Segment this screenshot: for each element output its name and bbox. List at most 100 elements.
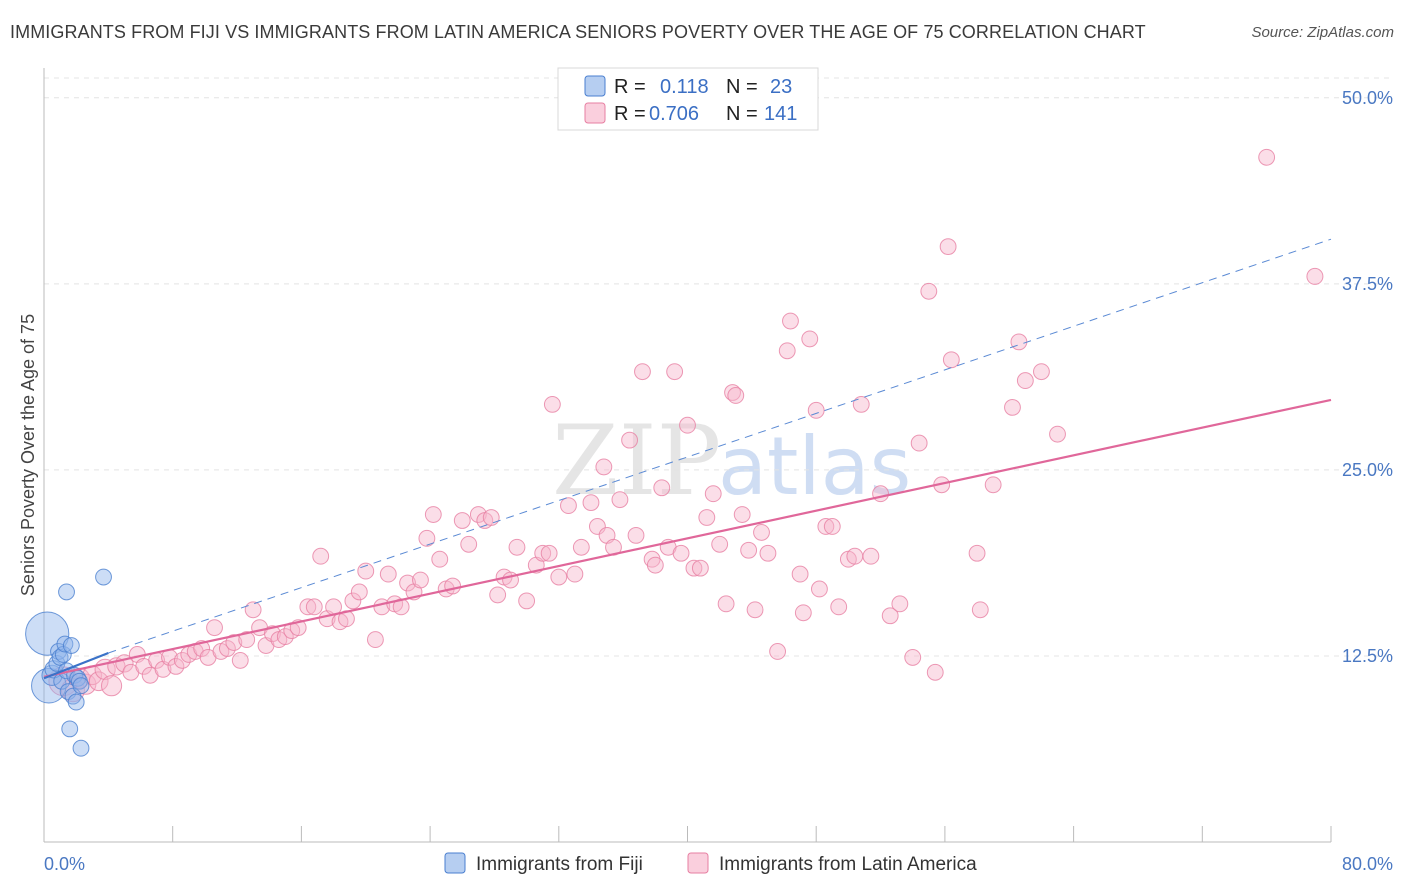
latin-america-point-28 xyxy=(238,631,256,648)
latin-america-point-99 xyxy=(717,595,735,613)
latin-america-point-61 xyxy=(460,535,478,553)
latin-america-point-60 xyxy=(453,512,471,529)
trend-lines xyxy=(43,238,1332,680)
latin-america-point-95 xyxy=(691,559,709,577)
latin-america-point-47 xyxy=(366,631,384,648)
latin-america-point-120 xyxy=(852,395,870,413)
y-tick-label-0: 12.5% xyxy=(1342,646,1393,666)
latin-america-point-85 xyxy=(627,526,645,544)
latin-america-point-39 xyxy=(312,547,330,565)
fiji-point-21 xyxy=(72,739,90,757)
latin-america-point-122 xyxy=(872,485,889,503)
latin-america-point-17 xyxy=(167,657,185,675)
y-tick-label-2: 37.5% xyxy=(1342,274,1393,294)
latin-america-point-106 xyxy=(759,544,777,562)
y-tick-label-3: 50.0% xyxy=(1342,88,1393,108)
latin-america-point-110 xyxy=(791,565,809,583)
latin-america-point-114 xyxy=(810,580,828,598)
latin-america-point-127 xyxy=(920,282,938,300)
latin-america-point-100 xyxy=(724,384,741,401)
latin-america-point-32 xyxy=(264,625,281,643)
latin-america-point-125 xyxy=(904,649,922,666)
latin-america-point-93 xyxy=(679,416,696,434)
dashed-trend-line xyxy=(108,238,1332,654)
latin-america-point-73 xyxy=(543,395,561,413)
latin-america-trend-line xyxy=(43,398,1332,678)
latin-america-point-116 xyxy=(823,518,841,535)
latin-america-point-29 xyxy=(244,601,262,619)
fiji-points xyxy=(25,568,112,757)
latin-america-point-139 xyxy=(1049,425,1066,443)
latin-america-point-121 xyxy=(862,547,880,565)
chart-source: Source: ZipAtlas.com xyxy=(1251,24,1394,41)
legend-latin-n-label: N = xyxy=(726,103,758,125)
fiji-point-16 xyxy=(67,693,85,711)
bottom-legend: Immigrants from Fiji Immigrants from Lat… xyxy=(444,852,977,875)
latin-america-point-59 xyxy=(444,577,462,595)
latin-america-point-86 xyxy=(634,363,651,381)
fiji-point-9 xyxy=(56,635,74,653)
grid xyxy=(44,77,1392,657)
y-axis-label: Seniors Poverty Over the Age of 75 xyxy=(18,314,38,596)
latin-america-point-27 xyxy=(231,651,249,669)
latin-america-point-124 xyxy=(891,595,909,613)
latin-america-point-119 xyxy=(846,547,864,565)
bottom-legend-swatch-fiji xyxy=(444,852,466,874)
latin-america-point-1 xyxy=(60,678,85,703)
latin-america-point-130 xyxy=(939,238,957,256)
latin-america-point-56 xyxy=(424,506,442,523)
fiji-point-19 xyxy=(72,677,90,695)
latin-america-point-113 xyxy=(807,401,825,419)
legend-latin-r-value: 0.706 xyxy=(649,103,699,125)
chart-title: IMMIGRANTS FROM FIJI VS IMMIGRANTS FROM … xyxy=(10,22,1146,42)
latin-america-point-105 xyxy=(753,523,770,541)
watermark-zip: ZIP xyxy=(552,405,721,517)
latin-america-point-140 xyxy=(1258,148,1276,166)
fiji-point-22 xyxy=(95,568,112,586)
latin-america-point-76 xyxy=(566,565,584,583)
legend-latin-r-label: R = xyxy=(614,103,646,125)
latin-america-point-64 xyxy=(482,509,500,526)
latin-america-point-102 xyxy=(733,506,751,523)
latin-america-point-91 xyxy=(666,363,684,381)
legend-swatch-latin xyxy=(584,102,606,124)
latin-america-point-68 xyxy=(508,538,526,556)
legend-swatch-fiji xyxy=(584,75,606,97)
latin-america-point-135 xyxy=(1004,398,1021,416)
latin-america-point-92 xyxy=(672,544,690,562)
latin-america-point-98 xyxy=(711,535,729,553)
latin-america-point-111 xyxy=(794,604,812,622)
latin-america-point-69 xyxy=(518,592,536,610)
latin-america-point-123 xyxy=(881,607,899,625)
legend-latin-n-value: 141 xyxy=(764,103,797,125)
x-tick-label-min: 0.0% xyxy=(44,854,85,874)
latin-america-point-37 xyxy=(299,598,317,616)
latin-america-point-115 xyxy=(817,518,835,535)
fiji-trend-line xyxy=(43,651,109,680)
latin-america-point-26 xyxy=(225,634,243,651)
legend: R = 0.118 N = 23 R = 0.706 N = 141 xyxy=(557,67,819,131)
fiji-point-20 xyxy=(58,583,75,601)
latin-america-point-65 xyxy=(489,586,507,604)
latin-america-point-45 xyxy=(350,583,368,601)
latin-america-point-18 xyxy=(173,651,191,669)
bottom-legend-label-latin: Immigrants from Latin America xyxy=(719,854,977,875)
y-tick-label-1: 25.0% xyxy=(1342,460,1393,480)
latin-america-point-5 xyxy=(88,671,109,692)
legend-fiji-r-value: 0.118 xyxy=(660,76,709,98)
latin-america-point-38 xyxy=(305,598,323,616)
latin-america-point-132 xyxy=(968,544,986,562)
latin-america-point-49 xyxy=(379,565,397,583)
x-tick-label-max: 80.0% xyxy=(1342,854,1393,874)
latin-america-point-104 xyxy=(746,601,764,619)
latin-america-point-112 xyxy=(801,330,819,348)
latin-america-point-138 xyxy=(1033,363,1050,381)
latin-america-point-44 xyxy=(344,592,362,610)
latin-america-point-80 xyxy=(595,458,613,476)
latin-america-point-94 xyxy=(685,559,703,577)
latin-america-point-77 xyxy=(572,538,590,556)
latin-america-point-107 xyxy=(769,643,787,660)
fiji-point-13 xyxy=(62,637,80,654)
latin-america-point-52 xyxy=(399,574,416,592)
